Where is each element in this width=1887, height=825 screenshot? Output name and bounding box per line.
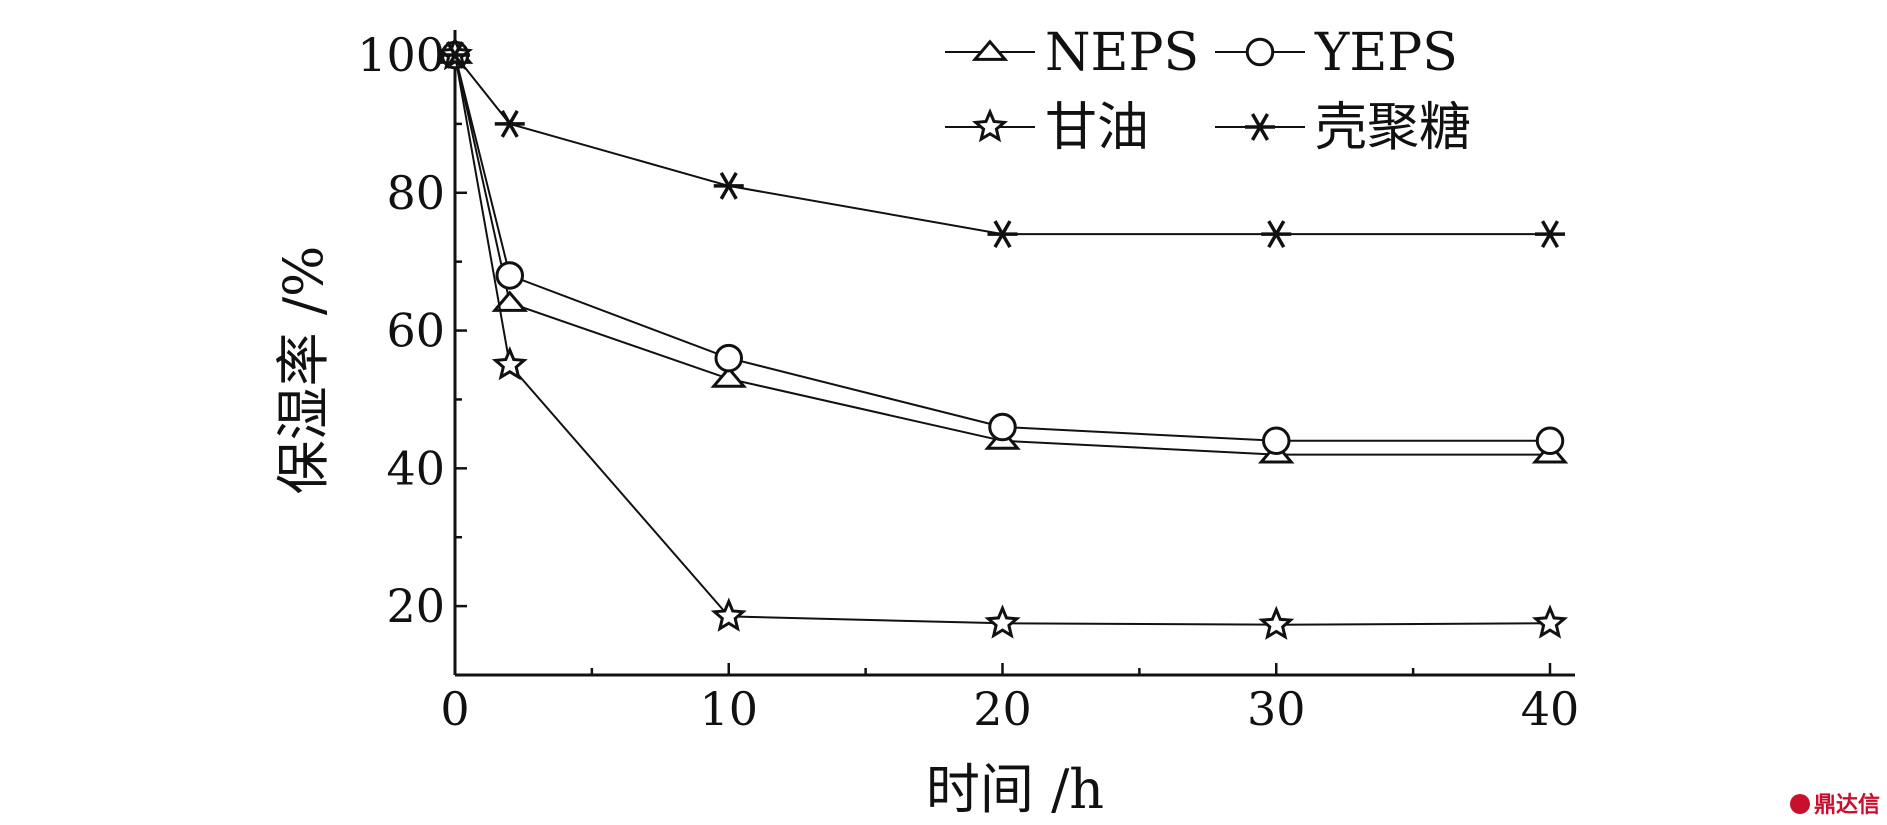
- x-tick-label: 20: [973, 682, 1032, 736]
- x-tick-label: 30: [1247, 682, 1306, 736]
- x-tick-label: 40: [1521, 682, 1580, 736]
- legend-marker: [971, 108, 1009, 143]
- watermark-logo-icon: [1790, 794, 1810, 814]
- legend-entry: 甘油: [945, 98, 1149, 158]
- legend-label: 壳聚糖: [1315, 98, 1471, 158]
- y-tick-label: 20: [386, 579, 445, 633]
- axes: 0 10 20 30 40 20 40 60 80 100: [357, 28, 1579, 736]
- legend-marker: [1245, 37, 1275, 67]
- series-line: [454, 54, 1550, 236]
- watermark-text: 鼎达信: [1814, 792, 1880, 818]
- y-tick-label: 40: [386, 441, 445, 495]
- watermark: 鼎达信: [1790, 792, 1880, 818]
- legend-label: 甘油: [1045, 98, 1149, 158]
- data-point: [710, 366, 747, 388]
- y-tick-label: 80: [386, 166, 445, 220]
- data-point: [714, 343, 743, 373]
- legend-label: NEPS: [1045, 23, 1199, 83]
- series-line: [454, 54, 1550, 456]
- data-point: [1258, 605, 1295, 640]
- y-tick-label: 100: [357, 28, 445, 82]
- legend-entry: NEPS: [945, 23, 1199, 83]
- series-layer: [436, 36, 1569, 640]
- x-axis-title: 时间 /h: [926, 758, 1104, 821]
- data-point: [710, 597, 747, 632]
- data-point: [491, 290, 528, 312]
- legend-label: YEPS: [1314, 23, 1458, 83]
- legend-entry: 壳聚糖: [1215, 98, 1471, 158]
- legend-marker: [971, 39, 1009, 61]
- legend-marker: [1245, 113, 1275, 141]
- data-point: [987, 220, 1018, 248]
- data-point: [984, 604, 1021, 639]
- legend: NEPS YEPS 甘油 壳聚糖: [945, 23, 1471, 158]
- data-point: [495, 261, 524, 290]
- series-line: [454, 54, 1550, 442]
- x-tick-label: 0: [440, 682, 469, 736]
- data-point: [1531, 604, 1569, 639]
- series-4: [440, 41, 1565, 248]
- data-point: [494, 110, 525, 138]
- series-line: [454, 54, 1551, 626]
- x-tick-label: 10: [699, 682, 758, 736]
- data-point: [1262, 426, 1291, 456]
- data-point: [440, 41, 470, 69]
- data-point: [1261, 220, 1292, 248]
- data-point: [988, 412, 1017, 442]
- data-point: [713, 172, 744, 200]
- series-2: [440, 40, 1565, 456]
- legend-entry: YEPS: [1215, 23, 1458, 83]
- data-point: [1535, 426, 1565, 456]
- y-axis-title: 保湿率 /%: [272, 246, 335, 495]
- y-tick-label: 60: [386, 304, 445, 358]
- data-point: [1535, 220, 1565, 248]
- data-point: [491, 346, 528, 381]
